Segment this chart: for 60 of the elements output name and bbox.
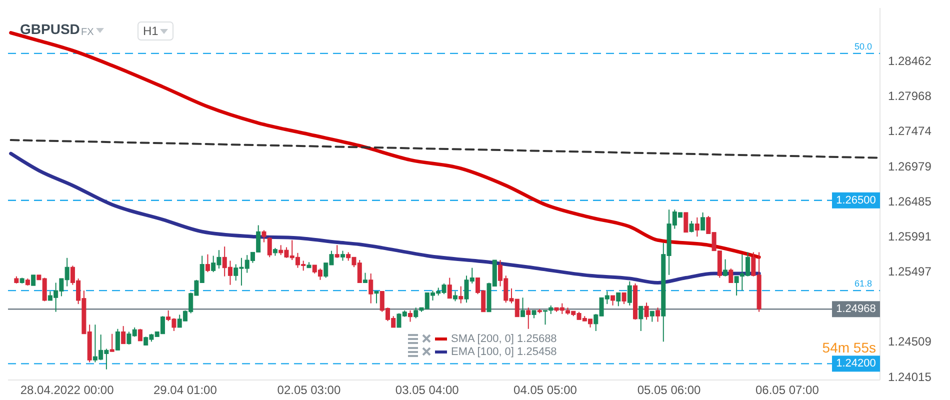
- annotation: 61.8: [854, 278, 872, 289]
- candlestick: [627, 280, 632, 306]
- x-tick-label: 04.05 05:00: [514, 383, 578, 397]
- y-tick-label: 1.25991: [888, 230, 932, 244]
- candlestick: [616, 292, 621, 307]
- y-tick-label: 1.27968: [888, 89, 932, 104]
- ref-line-label: 1.24968: [836, 303, 876, 316]
- candlestick: [31, 274, 36, 286]
- candlestick: [622, 292, 626, 305]
- candlestick: [340, 250, 345, 262]
- y-tick-label: 1.24509: [888, 334, 932, 349]
- candlestick: [728, 268, 734, 284]
- candlestick: [684, 212, 688, 233]
- y-tick-label: 1.26979: [888, 159, 932, 174]
- x-tick-label: 06.05 07:00: [755, 383, 820, 397]
- candlestick: [650, 310, 654, 322]
- annotation: H1: [143, 24, 159, 38]
- candlestick: [458, 286, 464, 304]
- candlestick: [700, 212, 706, 231]
- candlestick: [408, 310, 412, 322]
- candlestick: [723, 258, 728, 277]
- candlestick: [115, 328, 120, 351]
- candlestick: [121, 326, 126, 344]
- ref-line-label: 1.24200: [836, 358, 876, 370]
- legend-label: EMA [100, 0] 1.25458: [451, 346, 557, 358]
- candlestick: [368, 273, 374, 304]
- candlestick: [138, 328, 142, 342]
- candlestick: [267, 236, 272, 258]
- y-tick-label: 1.24015: [888, 370, 932, 384]
- annotation: 54m 55s: [822, 340, 876, 356]
- y-tick-label: 1.28462: [888, 54, 932, 68]
- candlestick: [656, 307, 660, 322]
- candlestick: [110, 333, 114, 352]
- legend-label: SMA [200, 0] 1.25688: [451, 333, 557, 345]
- candlestick: [205, 254, 210, 273]
- x-tick-label: 03.05 04:00: [395, 383, 460, 397]
- ref-line-label: 1.26500: [836, 194, 876, 206]
- y-tick-label: 1.26485: [888, 194, 932, 208]
- candlestick: [694, 216, 700, 238]
- candlestick: [447, 277, 452, 299]
- candlestick: [610, 295, 616, 306]
- candlestick: [689, 220, 694, 233]
- x-tick-label: 28.04.2022 00:00: [20, 383, 114, 397]
- candlestick: [374, 290, 379, 304]
- candlestick: [520, 297, 526, 318]
- candlestick: [262, 230, 266, 243]
- x-tick-label: 29.04 01:00: [154, 383, 218, 397]
- y-tick-label: 1.27474: [888, 124, 932, 138]
- annotation: 50.0: [854, 41, 872, 52]
- candlestick: [526, 307, 531, 330]
- candlestick: [453, 290, 458, 302]
- x-tick-label: 05.05 06:00: [637, 383, 702, 397]
- candlestick: [362, 272, 368, 284]
- annotation: FX: [81, 27, 94, 38]
- candlestick: [638, 306, 644, 332]
- y-tick-label: 1.25497: [888, 264, 932, 279]
- text: GBPUSD: [20, 21, 80, 37]
- x-tick-label: 02.05 03:00: [277, 383, 341, 397]
- candlestick: [644, 302, 649, 320]
- candlestick: [334, 244, 340, 258]
